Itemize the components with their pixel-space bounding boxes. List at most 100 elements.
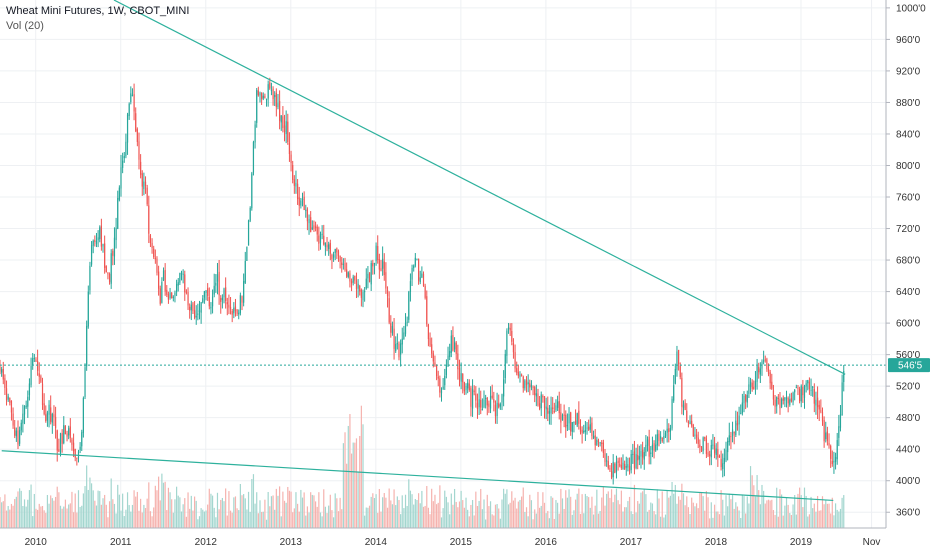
trendlines[interactable] [1, 0, 846, 502]
candle-body [198, 310, 201, 312]
volume-bar [506, 489, 508, 528]
volume-bar [1, 502, 3, 528]
volume-bar [514, 497, 516, 528]
candle-body [68, 428, 70, 436]
candle-body [200, 302, 202, 313]
candle-body [43, 403, 45, 415]
current-price-tag: 546'5 [888, 358, 930, 373]
volume-bar [27, 499, 29, 528]
volume-bar [452, 504, 454, 528]
volume-bar [776, 487, 778, 528]
candle-body [790, 398, 793, 402]
volume-bar [697, 508, 699, 528]
volume-bar [76, 512, 78, 528]
volume-bar [229, 510, 232, 528]
candle-body [754, 381, 757, 388]
candle-body [233, 307, 235, 314]
candle-body [642, 449, 644, 458]
candle-body [548, 411, 551, 414]
candle-body [743, 395, 745, 404]
volume-bar [319, 512, 322, 528]
volume-bar [207, 504, 209, 528]
lower-trendline[interactable] [1, 450, 834, 502]
candle-body [602, 442, 604, 453]
candle-body [478, 399, 480, 408]
volume-bar [213, 507, 215, 528]
candle-body [656, 434, 658, 446]
candle-body [113, 237, 116, 257]
volume-bar [131, 504, 134, 528]
volume-bar [604, 505, 606, 528]
candle-body [321, 233, 323, 235]
candle-body [798, 388, 801, 402]
volume-bar [607, 491, 609, 528]
candle-body [285, 121, 287, 134]
price-tick-label: 640'0 [896, 287, 921, 298]
candle-body [735, 420, 737, 435]
candle-body [612, 461, 614, 478]
price-tick-label: 600'0 [896, 319, 921, 330]
time-axis[interactable]: 2010 2011 2012 2013 2014 2015 2016 2017 2018 2019… [25, 537, 881, 548]
candle-body [766, 359, 768, 370]
candle-body [388, 298, 390, 323]
price-tick-label: 760'0 [896, 193, 921, 204]
candle-body [295, 182, 297, 187]
volume-bar [59, 505, 62, 528]
candle-body [779, 398, 781, 409]
candle-body [777, 397, 779, 399]
candle-body [473, 390, 475, 392]
candle-body [76, 457, 78, 459]
symbol-title[interactable]: Wheat Mini Futures, 1W, CBOT_MINI [6, 5, 190, 17]
volume-bar [630, 511, 632, 528]
candle-body [769, 372, 771, 384]
candle-body [818, 404, 820, 410]
volume-bar [105, 504, 107, 528]
volume-bar [211, 495, 214, 528]
volume-bar [622, 511, 624, 528]
candle-body [620, 464, 622, 469]
candle-body [664, 433, 667, 437]
candle-body [203, 291, 205, 298]
volume-bar [283, 500, 286, 528]
volume-bar [614, 494, 616, 528]
candle-body [112, 250, 114, 256]
candle-body [833, 460, 835, 463]
price-axis[interactable]: 1000'0 960'0 920'0 880'0 840'0 800'0 760'0 720'… [886, 3, 926, 519]
candle-body [166, 289, 168, 295]
volume-bar [364, 515, 366, 528]
volume-bar [14, 499, 16, 528]
candle-body [563, 414, 565, 416]
volume-bar [617, 500, 619, 528]
candle-body [189, 306, 191, 311]
volume-bar [270, 496, 273, 528]
candle-body [445, 365, 448, 376]
volume-bar [355, 438, 358, 528]
volume-bar [367, 507, 369, 528]
candle-body [12, 413, 14, 426]
volume-indicator-label[interactable]: Vol (20) [6, 20, 44, 32]
candle-body [792, 392, 794, 403]
volume-bar [56, 486, 58, 528]
volume-bar [198, 516, 201, 528]
candle-body [4, 378, 6, 389]
candle-body [81, 432, 83, 447]
candle-body [220, 298, 222, 302]
volume-bar [478, 500, 480, 528]
volume-bar [674, 484, 676, 528]
volume-bar [628, 496, 631, 528]
volume-bar [648, 509, 650, 528]
candle-body [313, 225, 315, 229]
candle-body [648, 436, 650, 457]
volume-bar [543, 502, 546, 528]
volume-bar [503, 488, 505, 528]
candle-body [800, 385, 802, 402]
candle-body [638, 456, 640, 460]
volume-bar [413, 504, 415, 528]
volume-bar [471, 500, 474, 528]
candle-body [453, 342, 456, 350]
volume-bar [244, 498, 246, 528]
candle-body [319, 233, 322, 243]
volume-bar [158, 476, 160, 528]
upper-trendline[interactable] [113, 0, 846, 375]
